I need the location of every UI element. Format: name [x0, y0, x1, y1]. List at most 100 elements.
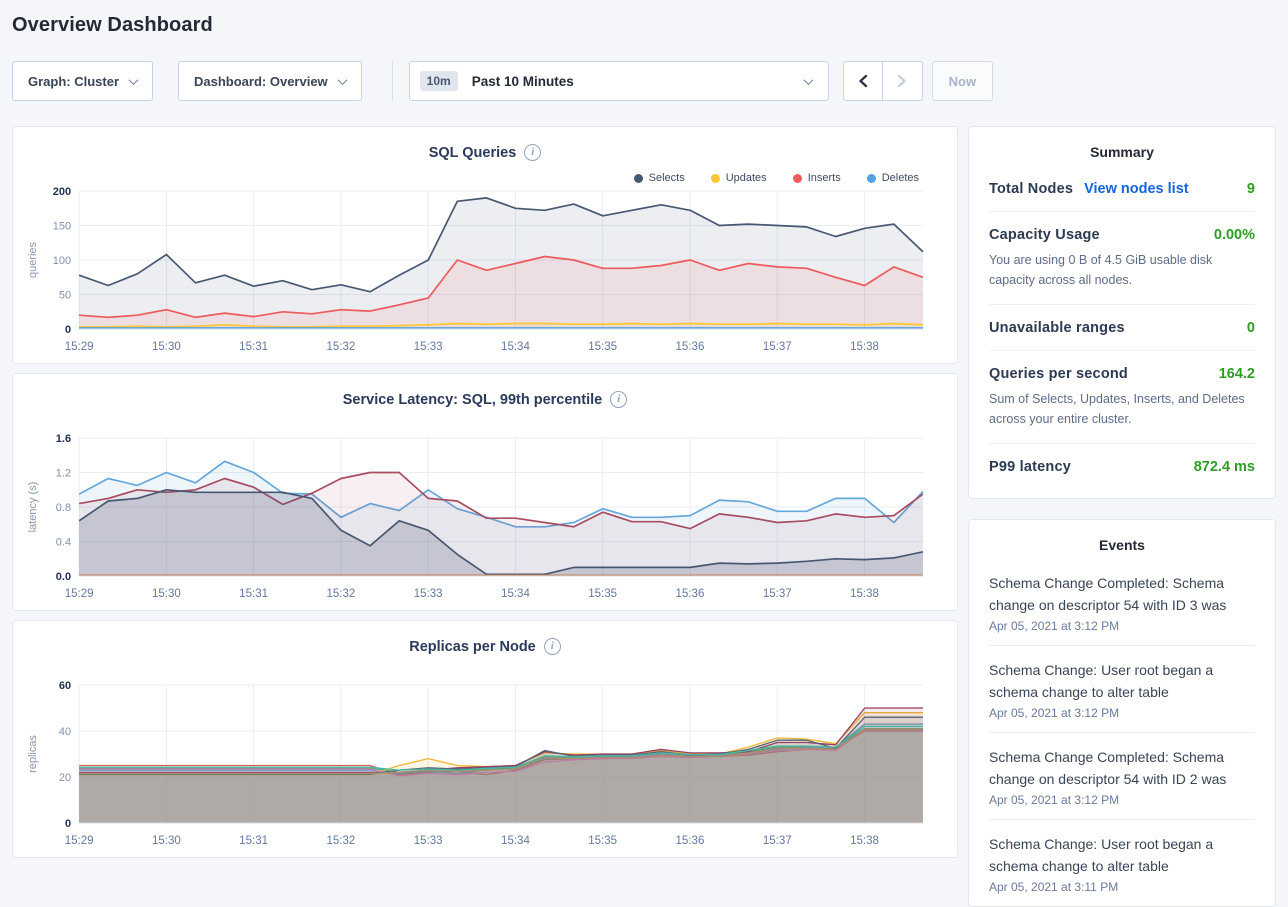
legend-label: Inserts [807, 172, 841, 184]
svg-text:replicas: replicas [27, 735, 39, 773]
dashboard-dropdown[interactable]: Dashboard: Overview [178, 61, 362, 101]
svg-text:15:37: 15:37 [763, 835, 792, 847]
svg-text:15:31: 15:31 [239, 835, 268, 847]
summary-row-label: Queries per second [989, 366, 1128, 382]
event-item: Schema Change Completed: Schema change o… [989, 559, 1255, 645]
chevron-down-icon [803, 74, 814, 85]
legend-item-selects[interactable]: Selects [633, 172, 685, 184]
summary-rows: Total Nodes View nodes list 9 Capacity Usag… [989, 166, 1255, 481]
svg-text:15:38: 15:38 [850, 588, 879, 600]
sql-queries-chart[interactable]: 0 50 100 150 200 15:29 15:30 15:31 15:32 15:33 15:… [23, 183, 947, 359]
svg-text:15:36: 15:36 [676, 341, 705, 353]
svg-text:15:29: 15:29 [65, 835, 94, 847]
svg-text:15:30: 15:30 [152, 835, 181, 847]
event-timestamp: Apr 05, 2021 at 3:12 PM [989, 619, 1120, 633]
time-range-dropdown[interactable]: 10m Past 10 Minutes [408, 61, 829, 101]
svg-text:queries: queries [27, 241, 39, 278]
time-step-buttons [842, 61, 923, 101]
svg-text:15:34: 15:34 [501, 588, 530, 600]
chevron-left-icon [858, 74, 867, 88]
time-range-label: Past 10 Minutes [471, 73, 574, 89]
service-latency-chart[interactable]: 0.0 0.4 0.8 1.2 1.6 15:29 15:30 15:31 15:32 15:33… [23, 430, 947, 606]
chart-card-service-latency: Service Latency: SQL, 99th percentile i … [12, 373, 958, 611]
event-item: Schema Change: User root began a schema … [989, 819, 1255, 906]
svg-text:15:36: 15:36 [676, 588, 705, 600]
legend-dot [866, 173, 876, 183]
summary-card: Summary Total Nodes View nodes list 9 Capac… [968, 126, 1276, 499]
event-text: Schema Change: User root began a schema … [989, 836, 1214, 874]
info-icon[interactable]: i [524, 144, 542, 161]
toolbar: Graph: Cluster Dashboard: Overview 10m P… [12, 61, 1276, 101]
svg-text:15:34: 15:34 [501, 341, 530, 353]
chevron-down-icon [337, 74, 348, 85]
svg-text:60: 60 [59, 680, 71, 692]
legend-label: Selects [648, 172, 685, 184]
charts-column: SQL Queries i Selects Updates Inserts Delet… [12, 126, 958, 907]
dashboard-dropdown-label: Dashboard: Overview [194, 73, 328, 89]
svg-text:15:31: 15:31 [239, 588, 268, 600]
chart-card-sql-queries: SQL Queries i Selects Updates Inserts Delet… [12, 126, 958, 364]
graph-dropdown[interactable]: Graph: Cluster [12, 61, 154, 101]
summary-row: Unavailable ranges 0 [989, 305, 1255, 351]
summary-row-value: 9 [1246, 181, 1255, 197]
event-timestamp: Apr 05, 2021 at 3:12 PM [989, 793, 1120, 807]
svg-text:0.0: 0.0 [56, 571, 71, 583]
info-icon[interactable]: i [610, 391, 628, 408]
svg-text:200: 200 [53, 186, 71, 198]
svg-text:15:36: 15:36 [676, 835, 705, 847]
legend-item-inserts[interactable]: Inserts [792, 172, 841, 184]
chart-title-row: SQL Queries i [13, 144, 957, 161]
svg-text:15:29: 15:29 [65, 588, 94, 600]
event-timestamp: Apr 05, 2021 at 3:12 PM [989, 706, 1120, 720]
summary-row-label: Capacity Usage [989, 227, 1100, 243]
legend-item-updates[interactable]: Updates [710, 172, 767, 184]
event-text: Schema Change: User root began a schema … [989, 662, 1214, 700]
svg-text:150: 150 [53, 220, 71, 232]
event-item: Schema Change Completed: Schema change o… [989, 732, 1255, 819]
chart-title-row: Service Latency: SQL, 99th percentile i [13, 391, 957, 408]
info-icon[interactable]: i [543, 638, 561, 655]
svg-text:15:33: 15:33 [414, 341, 443, 353]
chart-title: Replicas per Node [409, 638, 536, 655]
svg-text:0.4: 0.4 [56, 536, 71, 548]
summary-row-label: Unavailable ranges [989, 320, 1125, 336]
legend-dot [792, 173, 802, 183]
svg-text:15:38: 15:38 [850, 835, 879, 847]
svg-text:15:32: 15:32 [326, 835, 355, 847]
legend-item-deletes[interactable]: Deletes [866, 172, 919, 184]
sidebar: Summary Total Nodes View nodes list 9 Capac… [968, 126, 1276, 907]
svg-text:15:38: 15:38 [850, 341, 879, 353]
svg-text:15:37: 15:37 [763, 588, 792, 600]
main-content: SQL Queries i Selects Updates Inserts Delet… [12, 126, 1276, 907]
next-time-button[interactable] [882, 61, 923, 101]
svg-text:50: 50 [59, 289, 71, 301]
chevron-down-icon [128, 74, 139, 85]
now-button[interactable]: Now [931, 61, 994, 101]
summary-row-value: 164.2 [1218, 366, 1255, 382]
svg-text:15:32: 15:32 [326, 341, 355, 353]
svg-text:15:35: 15:35 [588, 588, 617, 600]
summary-title: Summary [1090, 144, 1154, 160]
view-nodes-list-link[interactable]: View nodes list [1084, 181, 1189, 197]
summary-row-subtext: Sum of Selects, Updates, Inserts, and De… [989, 392, 1245, 426]
svg-text:0: 0 [65, 324, 71, 336]
events-list: Schema Change Completed: Schema change o… [989, 559, 1255, 906]
legend-label: Updates [725, 172, 767, 184]
svg-text:15:30: 15:30 [152, 341, 181, 353]
summary-row: Queries per second 164.2 Sum of Selects, U… [989, 351, 1255, 444]
svg-text:15:32: 15:32 [326, 588, 355, 600]
summary-row: Capacity Usage 0.00% You are using 0 B of … [989, 212, 1255, 305]
graph-dropdown-label: Graph: Cluster [28, 73, 120, 89]
replicas-per-node-chart[interactable]: 0 20 40 60 15:29 15:30 15:31 15:32 15:33 15:34 15:… [23, 677, 947, 853]
summary-row: Total Nodes View nodes list 9 [989, 166, 1255, 212]
toolbar-divider [391, 61, 393, 101]
summary-row-value: 0 [1246, 320, 1255, 336]
summary-row-value: 0.00% [1213, 227, 1255, 243]
svg-text:latency (s): latency (s) [27, 482, 39, 533]
svg-text:15:35: 15:35 [588, 341, 617, 353]
svg-text:15:34: 15:34 [501, 835, 530, 847]
svg-text:1.6: 1.6 [56, 433, 71, 445]
chevron-right-icon [897, 74, 906, 88]
previous-time-button[interactable] [842, 61, 883, 101]
event-item: Schema Change: User root began a schema … [989, 645, 1255, 732]
